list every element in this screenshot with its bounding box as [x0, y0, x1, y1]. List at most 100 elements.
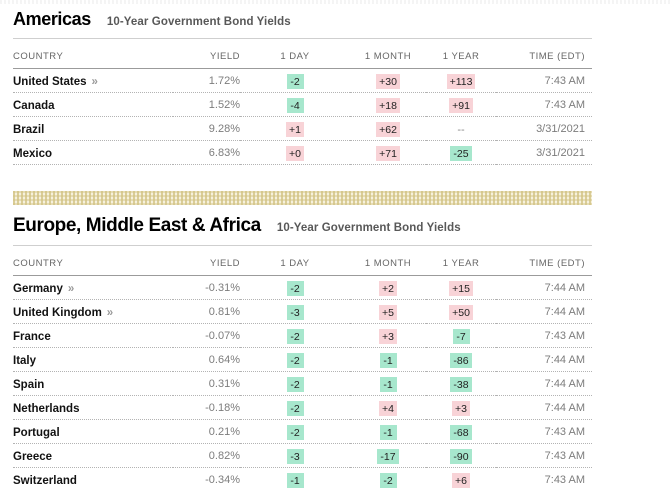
change-1year-badge: -68	[450, 424, 472, 440]
table-row: Greece 0.82% -3 -17 -90 7:43 AM	[13, 443, 592, 468]
change-1month-badge: +5	[379, 304, 397, 320]
country-link[interactable]: United States	[13, 75, 87, 88]
table-row: United Kingdom » 0.81% -3 +5 +50 7:44 AM	[13, 299, 592, 324]
yield-value: 1.72%	[173, 68, 240, 93]
table-row: Mexico 6.83% +0 +71 -25 3/31/2021	[13, 140, 592, 165]
column-header-1-year: 1 YEAR	[426, 39, 496, 69]
change-1day-badge: +0	[286, 145, 304, 161]
table-row: Portugal 0.21% -2 -1 -68 7:43 AM	[13, 419, 592, 444]
change-1year-badge: -38	[450, 376, 472, 392]
table-row: France -0.07% -2 +3 -7 7:43 AM	[13, 323, 592, 348]
column-header-1-month: 1 MONTH	[350, 39, 426, 69]
yields-table-emea: COUNTRY YIELD 1 DAY 1 MONTH 1 YEAR TIME (EDT)…	[13, 246, 592, 488]
yield-value: 0.81%	[173, 299, 240, 324]
change-1day-badge: -3	[286, 304, 304, 320]
yield-value: 1.52%	[173, 92, 240, 117]
change-1day-badge: -3	[286, 448, 304, 464]
change-1month-badge: +4	[379, 400, 397, 416]
yields-table-americas: COUNTRY YIELD 1 DAY 1 MONTH 1 YEAR TIME (EDT)…	[13, 39, 592, 165]
change-1day-badge: -1	[286, 472, 304, 488]
change-1month-badge: +2	[379, 280, 397, 296]
table-header-row: COUNTRY YIELD 1 DAY 1 MONTH 1 YEAR TIME (EDT)	[13, 39, 592, 69]
yield-value: -0.34%	[173, 467, 240, 488]
section-header: Europe, Middle East & Africa 10-Year Gove…	[13, 215, 592, 246]
change-1day-badge: -2	[286, 400, 304, 416]
yield-value: -0.31%	[173, 275, 240, 300]
change-1month-badge: +71	[376, 145, 400, 161]
table-row: Canada 1.52% -4 +18 +91 7:43 AM	[13, 92, 592, 117]
yield-value: 0.82%	[173, 443, 240, 468]
change-1year-badge: -86	[450, 352, 472, 368]
yield-value: -0.07%	[173, 323, 240, 348]
table-row: Switzerland -0.34% -1 -2 +6 7:43 AM	[13, 467, 592, 488]
section-header: Americas 10-Year Government Bond Yields	[13, 9, 592, 39]
ad-placeholder-band	[13, 191, 592, 205]
yield-value: 0.64%	[173, 347, 240, 372]
country-link[interactable]: Brazil	[13, 123, 45, 136]
change-1day-badge: -2	[286, 352, 304, 368]
time-value: 7:43 AM	[496, 68, 592, 93]
country-link[interactable]: Portugal	[13, 426, 60, 439]
column-header-yield: YIELD	[173, 39, 240, 69]
section-title: Americas	[13, 9, 91, 29]
section-title: Europe, Middle East & Africa	[13, 215, 261, 236]
country-link[interactable]: Spain	[13, 378, 45, 391]
time-value: 7:44 AM	[496, 299, 592, 324]
table-header-row: COUNTRY YIELD 1 DAY 1 MONTH 1 YEAR TIME (EDT)	[13, 246, 592, 276]
change-1year-badge: -90	[450, 448, 472, 464]
change-1day-badge: -2	[286, 73, 304, 89]
change-1year-badge: +6	[452, 472, 470, 488]
time-value: 7:43 AM	[496, 92, 592, 117]
change-1day-badge: -2	[286, 424, 304, 440]
table-row: Germany » -0.31% -2 +2 +15 7:44 AM	[13, 275, 592, 300]
section-emea: Europe, Middle East & Africa 10-Year Gove…	[13, 205, 592, 488]
yield-value: 9.28%	[173, 116, 240, 141]
yield-value: 0.21%	[173, 419, 240, 444]
time-value: 7:43 AM	[496, 467, 592, 488]
country-link[interactable]: Netherlands	[13, 402, 80, 415]
section-americas: Americas 10-Year Government Bond Yields C…	[13, 0, 592, 165]
time-value: 7:43 AM	[496, 419, 592, 444]
table-row: Spain 0.31% -2 -1 -38 7:44 AM	[13, 371, 592, 396]
change-1year-badge: +113	[446, 73, 476, 89]
no-change-value: --	[457, 123, 465, 136]
time-value: 7:43 AM	[496, 443, 592, 468]
page-content: Americas 10-Year Government Bond Yields C…	[13, 0, 592, 488]
change-1month-badge: +18	[376, 97, 400, 113]
change-1year-badge: +15	[449, 280, 473, 296]
table-row: Italy 0.64% -2 -1 -86 7:44 AM	[13, 347, 592, 372]
column-header-1-year: 1 YEAR	[426, 246, 496, 276]
country-link[interactable]: Switzerland	[13, 474, 77, 487]
time-value: 3/31/2021	[496, 140, 592, 165]
chevrons-icon: »	[91, 75, 98, 88]
column-header-1-day: 1 DAY	[240, 39, 350, 69]
yield-value: 0.31%	[173, 371, 240, 396]
yield-value: -0.18%	[173, 395, 240, 420]
column-header-country: COUNTRY	[13, 39, 173, 69]
time-value: 7:43 AM	[496, 323, 592, 348]
country-link[interactable]: France	[13, 330, 51, 343]
change-1year-badge: -25	[450, 145, 472, 161]
column-header-yield: YIELD	[173, 246, 240, 276]
country-link[interactable]: United Kingdom	[13, 306, 102, 319]
change-1year-badge: -7	[452, 328, 470, 344]
section-subtitle: 10-Year Government Bond Yields	[276, 222, 461, 234]
ad-band-top-remnant	[0, 0, 670, 4]
change-1day-badge: -2	[286, 280, 304, 296]
column-header-1-month: 1 MONTH	[350, 246, 426, 276]
column-header-country: COUNTRY	[13, 246, 173, 276]
change-1day-badge: +1	[286, 121, 304, 137]
change-1month-badge: +62	[376, 121, 400, 137]
change-1year-badge: +3	[452, 400, 470, 416]
change-1day-badge: -4	[286, 97, 304, 113]
country-link[interactable]: Germany	[13, 282, 63, 295]
country-link[interactable]: Mexico	[13, 147, 52, 160]
column-header-time-edt: TIME (EDT)	[496, 246, 592, 276]
time-value: 3/31/2021	[496, 116, 592, 141]
country-link[interactable]: Italy	[13, 354, 37, 367]
country-link[interactable]: Canada	[13, 99, 55, 112]
section-subtitle: 10-Year Government Bond Yields	[106, 16, 291, 28]
country-link[interactable]: Greece	[13, 450, 53, 463]
column-header-1-day: 1 DAY	[240, 246, 350, 276]
